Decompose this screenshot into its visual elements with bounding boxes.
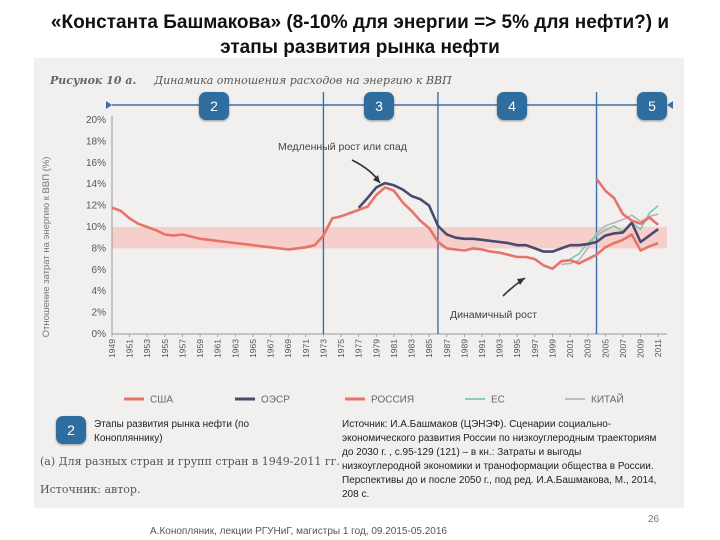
x-tick-label: 2005 <box>600 339 610 358</box>
y-tick-label: 0% <box>92 329 107 340</box>
stage-badge-2: 2 <box>199 92 229 120</box>
x-tick-label: 1975 <box>336 339 346 358</box>
y-tick-label: 16% <box>86 158 106 169</box>
y-tick-label: 18% <box>86 136 106 147</box>
page-number: 26 <box>648 514 660 525</box>
y-tick-label: 10% <box>86 222 106 233</box>
x-tick-label: 1989 <box>459 339 469 358</box>
x-tick-label: 1949 <box>107 339 117 358</box>
y-tick-label: 8% <box>92 243 107 254</box>
figure-title: Динамика отношения расходов на энергию к… <box>154 74 452 87</box>
x-tick-label: 1991 <box>477 339 487 358</box>
x-tick-label: 1987 <box>442 339 452 358</box>
x-tick-label: 1993 <box>495 339 505 358</box>
x-tick-label: 1963 <box>230 339 240 358</box>
stage-arrow-head <box>667 101 673 109</box>
x-tick-label: 1953 <box>142 339 152 358</box>
stage-badge-4: 4 <box>497 92 527 120</box>
y-tick-label: 6% <box>92 265 107 276</box>
x-tick-label: 1959 <box>195 339 205 358</box>
annotation-arrow-dynamic-head <box>517 278 525 285</box>
slide-title: «Константа Башмакова» (8-10% для энергии… <box>50 12 670 58</box>
x-tick-label: 1981 <box>389 339 399 358</box>
y-tick-label: 20% <box>86 115 106 126</box>
note-source: Источник: И.А.Башмаков (ЦЭНЭФ). Сценарии… <box>342 419 657 500</box>
x-tick-label: 1977 <box>354 339 364 358</box>
chart-figure <box>34 58 684 508</box>
series-line-США <box>111 186 659 270</box>
series-line-ОЭСР <box>357 181 659 253</box>
x-tick-label: 1955 <box>160 339 170 358</box>
series-line-РОССИЯ <box>595 178 660 226</box>
annotation-arrow-slow-head <box>373 175 380 183</box>
x-tick-label: 1985 <box>424 339 434 358</box>
figure-caption: (а) Для разных стран и групп стран в 194… <box>40 455 340 468</box>
y-tick-label: 4% <box>92 286 107 297</box>
stage-arrow-head <box>106 101 112 109</box>
x-tick-label: 1997 <box>530 339 540 358</box>
x-tick-label: 2001 <box>565 339 575 358</box>
legend-label-КИТАЙ: КИТАЙ <box>591 393 624 406</box>
x-tick-label: 1951 <box>125 339 135 358</box>
x-tick-label: 1969 <box>283 339 293 358</box>
legend-label-ОЭСР: ОЭСР <box>261 395 290 406</box>
footer-text: А.Конопляник, лекции РГУНиГ, магистры 1 … <box>150 526 447 537</box>
annotation-slow-growth: Медленный рост или спад <box>278 141 407 153</box>
stage-badge-3: 3 <box>364 92 394 120</box>
y-tick-label: 2% <box>92 308 107 319</box>
x-tick-label: 1995 <box>512 339 522 358</box>
x-tick-label: 1983 <box>407 339 417 358</box>
legend-label-США: США <box>150 395 173 406</box>
stage-badge-5: 5 <box>637 92 667 120</box>
note-stages: Этапы развития рынка нефти (по Коноплянн… <box>94 419 249 444</box>
x-tick-label: 1971 <box>301 339 311 358</box>
x-tick-label: 2011 <box>653 339 663 358</box>
y-tick-label: 12% <box>86 201 106 212</box>
band-8-10 <box>112 227 667 249</box>
series-line-ЕС <box>569 204 659 260</box>
y-axis-label: Отношение затрат на энергию к ВВП (%) <box>41 157 52 338</box>
x-tick-label: 1957 <box>177 339 187 358</box>
figure-label: Рисунок 10 а. <box>50 74 137 87</box>
x-tick-label: 2009 <box>636 339 646 358</box>
x-tick-label: 1965 <box>248 339 258 358</box>
series-line-КИТАЙ <box>561 213 659 266</box>
figure-source: Источник: автор. <box>40 483 141 496</box>
annotation-dynamic-growth: Динамичный рост <box>450 309 537 321</box>
stage-badge-left: 2 <box>56 416 86 444</box>
x-tick-label: 1979 <box>371 339 381 358</box>
x-tick-label: 1999 <box>547 339 557 358</box>
x-tick-label: 1967 <box>266 339 276 358</box>
legend-label-ЕС: ЕС <box>491 395 505 406</box>
x-tick-label: 1973 <box>318 339 328 358</box>
x-tick-label: 2007 <box>618 339 628 358</box>
figure-header: Рисунок 10 а. Динамика отношения расходо… <box>50 74 452 87</box>
y-tick-label: 14% <box>86 179 106 190</box>
legend-label-РОССИЯ: РОССИЯ <box>371 395 414 406</box>
x-tick-label: 2003 <box>583 339 593 358</box>
x-tick-label: 1961 <box>213 339 223 358</box>
